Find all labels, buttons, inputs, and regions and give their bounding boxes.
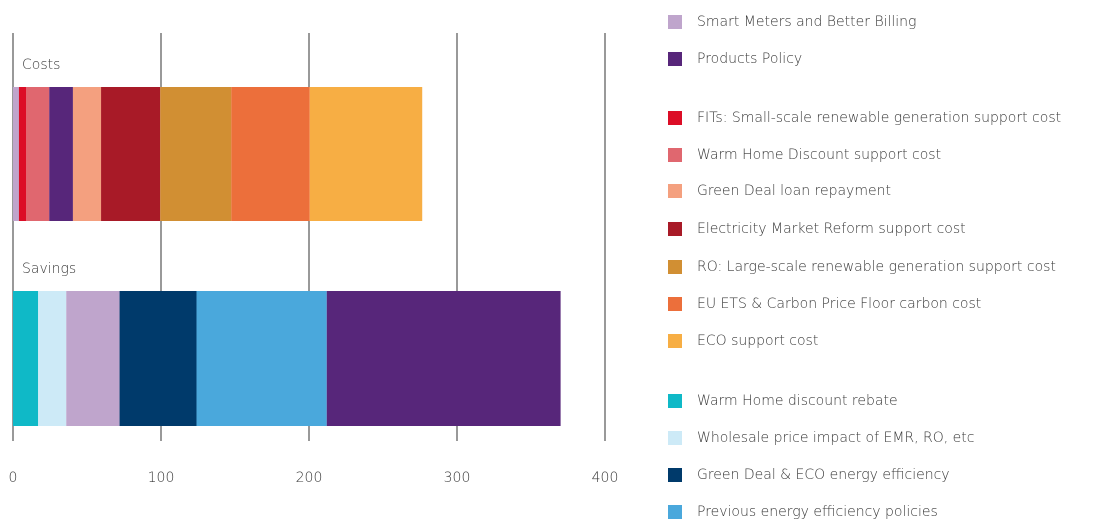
- bar-segment: [13, 291, 39, 426]
- x-tick-label: 0: [9, 470, 18, 486]
- legend-label: Smart Meters and Better Billing: [697, 14, 916, 30]
- legend-label: EU ETS & Carbon Price Floor carbon cost: [697, 296, 981, 312]
- legend-swatch: [668, 148, 682, 162]
- bar-segment: [326, 291, 561, 426]
- x-tick-label: 100: [148, 470, 175, 486]
- bar-segment: [101, 87, 161, 221]
- legend-swatch: [668, 222, 682, 236]
- legend-label: ECO support cost: [697, 333, 818, 349]
- x-tick-label: 200: [296, 470, 323, 486]
- category-label: Savings: [22, 261, 76, 277]
- legend-swatch: [668, 297, 682, 311]
- legend-swatch: [668, 111, 682, 125]
- bar-segment: [196, 291, 327, 426]
- legend-label: Previous energy efficiency policies: [697, 504, 938, 520]
- legend-swatch: [668, 468, 682, 482]
- legend-label: Electricity Market Reform support cost: [697, 221, 966, 237]
- legend-swatch: [668, 15, 682, 29]
- legend-swatch: [668, 505, 682, 519]
- bar-segment: [13, 87, 19, 221]
- legend-label: Products Policy: [697, 51, 802, 67]
- bar-segment: [49, 87, 73, 221]
- x-tick-label: 300: [444, 470, 471, 486]
- category-label: Costs: [22, 57, 60, 73]
- bar-segment: [231, 87, 310, 221]
- legend-swatch: [668, 184, 682, 198]
- bar-segment: [72, 87, 102, 221]
- legend-label: Wholesale price impact of EMR, RO, etc: [697, 430, 974, 446]
- legend-label: FITs: Small-scale renewable generation s…: [697, 110, 1061, 126]
- legend-label: RO: Large-scale renewable generation sup…: [697, 259, 1056, 275]
- legend-label: Green Deal loan repayment: [697, 183, 891, 199]
- bar-segment: [119, 291, 197, 426]
- legend-swatch: [668, 52, 682, 66]
- legend-swatch: [668, 431, 682, 445]
- bar-segment: [38, 291, 67, 426]
- bar-segment: [26, 87, 50, 221]
- bar-segment: [66, 291, 120, 426]
- legend-swatch: [668, 394, 682, 408]
- bar-segment: [160, 87, 232, 221]
- legend-label: Green Deal & ECO energy efficiency: [697, 467, 950, 483]
- legend-swatch: [668, 334, 682, 348]
- legend-label: Warm Home Discount support cost: [697, 147, 941, 163]
- bar-segment: [18, 87, 27, 221]
- legend-swatch: [668, 260, 682, 274]
- bar-segment: [309, 87, 423, 221]
- x-tick-label: 400: [592, 470, 619, 486]
- legend-label: Warm Home discount rebate: [697, 393, 898, 409]
